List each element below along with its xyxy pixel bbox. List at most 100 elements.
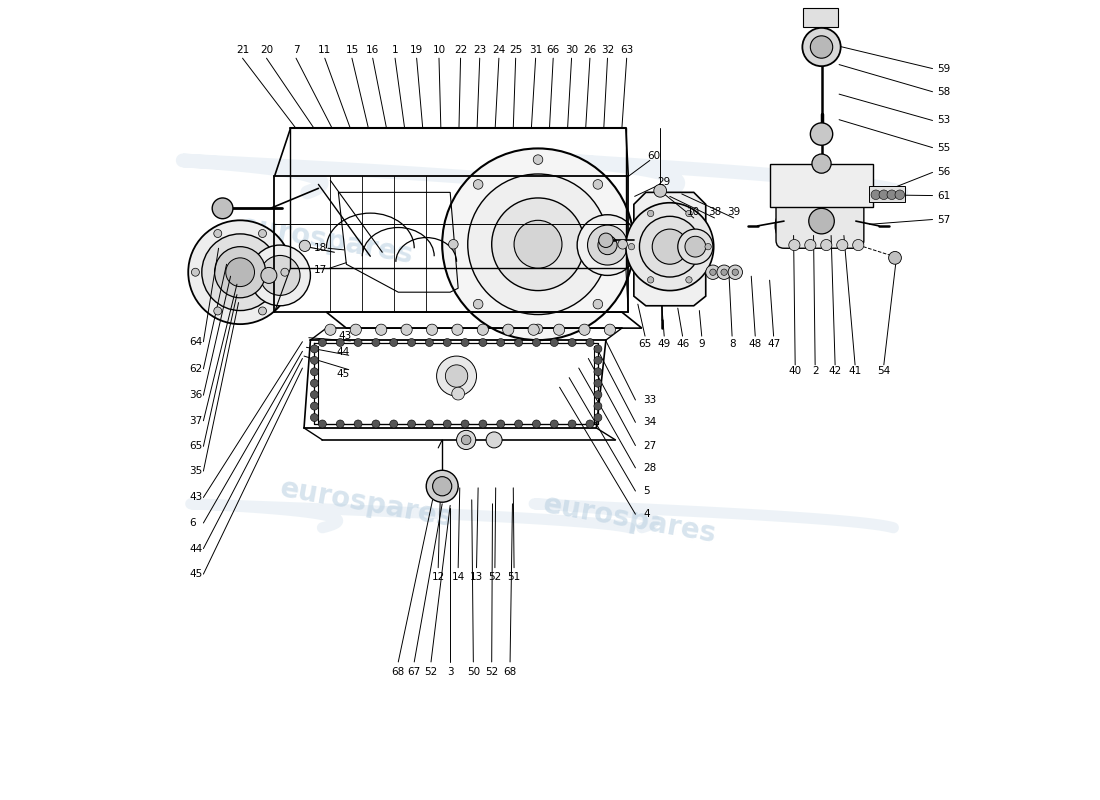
Text: 52: 52 xyxy=(485,666,498,677)
Circle shape xyxy=(426,338,433,346)
Circle shape xyxy=(310,345,318,353)
Circle shape xyxy=(318,338,327,346)
Circle shape xyxy=(437,356,476,396)
Circle shape xyxy=(258,230,266,238)
Circle shape xyxy=(280,268,289,276)
Text: 60: 60 xyxy=(647,151,660,162)
Circle shape xyxy=(452,324,463,335)
Circle shape xyxy=(443,420,451,428)
Text: eurospares: eurospares xyxy=(238,211,416,270)
Text: 15: 15 xyxy=(345,46,359,55)
Text: 39: 39 xyxy=(727,206,740,217)
Text: 16: 16 xyxy=(366,46,379,55)
Text: 14: 14 xyxy=(451,572,465,582)
Circle shape xyxy=(461,420,469,428)
Circle shape xyxy=(594,379,602,387)
Text: 20: 20 xyxy=(260,46,273,55)
Text: 61: 61 xyxy=(937,190,950,201)
Circle shape xyxy=(432,477,452,496)
Text: 42: 42 xyxy=(828,366,842,376)
Circle shape xyxy=(802,28,840,66)
Text: 30: 30 xyxy=(565,46,579,55)
Circle shape xyxy=(213,230,222,238)
Circle shape xyxy=(733,269,738,275)
Circle shape xyxy=(372,420,379,428)
Text: 58: 58 xyxy=(937,86,950,97)
Text: 24: 24 xyxy=(493,46,506,55)
Text: 18: 18 xyxy=(314,243,327,254)
Circle shape xyxy=(350,324,362,335)
Circle shape xyxy=(212,198,233,218)
Text: 65: 65 xyxy=(189,442,202,451)
Text: 8: 8 xyxy=(729,339,736,349)
Text: 28: 28 xyxy=(644,463,657,473)
Circle shape xyxy=(783,211,812,240)
Circle shape xyxy=(639,216,700,277)
Text: 57: 57 xyxy=(937,214,950,225)
Text: 27: 27 xyxy=(644,441,657,450)
Circle shape xyxy=(776,203,820,248)
Bar xyxy=(869,186,905,202)
FancyBboxPatch shape xyxy=(770,164,873,206)
Circle shape xyxy=(375,324,387,335)
Text: 44: 44 xyxy=(337,347,350,357)
Text: 6: 6 xyxy=(189,518,196,528)
FancyBboxPatch shape xyxy=(803,8,838,27)
Circle shape xyxy=(586,420,594,428)
Text: 68: 68 xyxy=(392,666,405,677)
Circle shape xyxy=(887,190,896,199)
Circle shape xyxy=(408,420,416,428)
Circle shape xyxy=(515,420,522,428)
Text: 21: 21 xyxy=(235,46,250,55)
Circle shape xyxy=(598,233,613,247)
Circle shape xyxy=(213,307,222,315)
Circle shape xyxy=(534,324,542,334)
Text: 7: 7 xyxy=(293,46,299,55)
Circle shape xyxy=(310,379,318,387)
Text: 35: 35 xyxy=(189,466,202,476)
Circle shape xyxy=(817,206,858,246)
Text: 45: 45 xyxy=(337,369,350,378)
Text: 59: 59 xyxy=(937,63,950,74)
Circle shape xyxy=(337,338,344,346)
Circle shape xyxy=(594,414,602,422)
Text: 10: 10 xyxy=(432,46,446,55)
Circle shape xyxy=(587,225,627,265)
Text: 34: 34 xyxy=(644,418,657,427)
Circle shape xyxy=(825,214,849,238)
Text: 5: 5 xyxy=(644,486,650,496)
Circle shape xyxy=(626,202,714,290)
Circle shape xyxy=(594,356,602,364)
Text: eurospares: eurospares xyxy=(477,211,654,270)
Circle shape xyxy=(426,470,459,502)
Circle shape xyxy=(497,338,505,346)
Text: 32: 32 xyxy=(601,46,614,55)
Circle shape xyxy=(728,265,743,279)
Text: 12: 12 xyxy=(431,572,444,582)
Text: 31: 31 xyxy=(529,46,542,55)
Circle shape xyxy=(789,239,800,250)
Text: 11: 11 xyxy=(318,46,331,55)
Circle shape xyxy=(852,239,864,250)
Circle shape xyxy=(837,239,848,250)
Text: 51: 51 xyxy=(507,572,520,582)
Circle shape xyxy=(515,338,522,346)
Circle shape xyxy=(461,435,471,445)
Circle shape xyxy=(497,420,505,428)
Circle shape xyxy=(594,345,602,353)
Circle shape xyxy=(443,338,451,346)
Circle shape xyxy=(653,184,667,197)
Text: eurospares: eurospares xyxy=(277,474,455,533)
Text: 67: 67 xyxy=(408,666,421,677)
Text: 23: 23 xyxy=(473,46,486,55)
Circle shape xyxy=(191,268,199,276)
Circle shape xyxy=(426,420,433,428)
Circle shape xyxy=(568,338,576,346)
Circle shape xyxy=(593,180,603,190)
Circle shape xyxy=(579,324,590,335)
Circle shape xyxy=(214,246,266,298)
Circle shape xyxy=(594,390,602,398)
Polygon shape xyxy=(634,192,706,306)
Circle shape xyxy=(594,368,602,376)
Circle shape xyxy=(299,240,310,251)
